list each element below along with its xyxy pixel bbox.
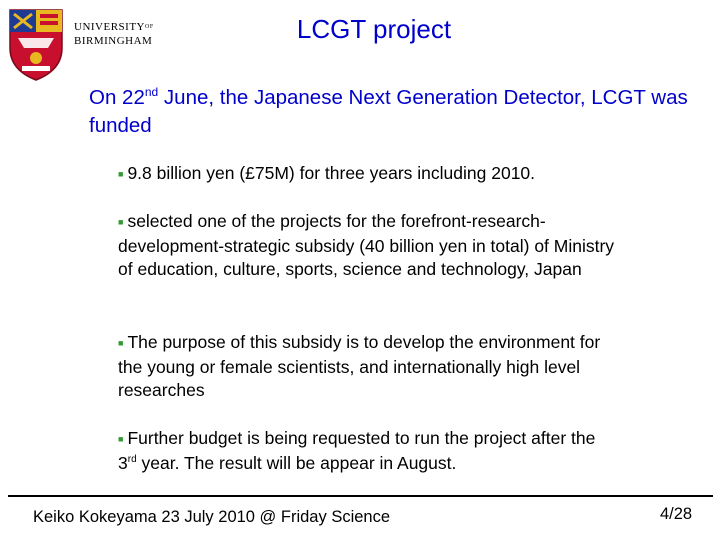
- slide-heading: On 22nd June, the Japanese Next Generati…: [89, 84, 709, 140]
- bullet-text-1: 9.8 billion yen (£75M) for three years i…: [127, 163, 536, 183]
- heading-part-1: On 22: [89, 86, 145, 109]
- bullet-text-2: selected one of the projects for the for…: [118, 211, 615, 279]
- footer-divider: [8, 495, 713, 497]
- bullet-text-4-superscript: rd: [127, 453, 137, 465]
- bullet-item-1: ■ 9.8 billion yen (£75M) for three years …: [118, 162, 618, 187]
- university-wordmark: UNIVERSITYOF BIRMINGHAM: [74, 20, 154, 48]
- bullet-text-4-part-2: year. The result will be appear in Augus…: [136, 452, 457, 473]
- wordmark-sup: OF: [145, 24, 154, 30]
- university-crest-icon: [9, 9, 63, 81]
- heading-part-2: June, the Japanese Next Generation Detec…: [89, 86, 688, 137]
- bullet-item-2: ■ selected one of the projects for the fo…: [118, 210, 618, 282]
- footer-credit: Keiko Kokeyama 23 July 2010 @ Friday Sci…: [33, 508, 391, 526]
- bullet-item-4: ■ Further budget is being requested to ru…: [118, 427, 618, 475]
- wordmark-line-2: BIRMINGHAM: [74, 35, 153, 47]
- bullet-square-icon: ■: [118, 338, 124, 348]
- bullet-text-3: The purpose of this subsidy is to develo…: [118, 332, 601, 400]
- page-number: 4/28: [660, 505, 693, 523]
- slide-title: LCGT project: [296, 14, 452, 44]
- bullet-square-icon: ■: [118, 169, 124, 179]
- bullet-square-icon: ■: [118, 434, 124, 444]
- bullet-text-4-part-1: Further budget is being requested to run…: [118, 428, 596, 473]
- bullet-item-3: ■ The purpose of this subsidy is to devel…: [118, 331, 618, 403]
- wordmark-line-1: UNIVERSITY: [74, 21, 145, 33]
- heading-superscript: nd: [144, 85, 159, 100]
- bullet-square-icon: ■: [118, 217, 124, 227]
- university-logo: UNIVERSITYOF BIRMINGHAM: [8, 8, 168, 82]
